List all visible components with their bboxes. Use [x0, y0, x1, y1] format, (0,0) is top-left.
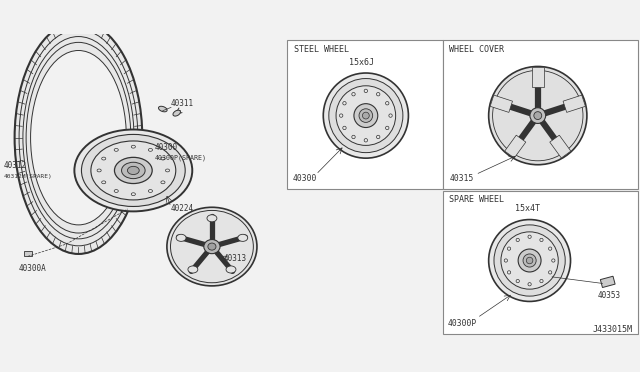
Circle shape: [376, 93, 380, 96]
Ellipse shape: [91, 141, 176, 200]
Circle shape: [516, 279, 520, 283]
Circle shape: [489, 67, 587, 165]
Circle shape: [385, 126, 389, 129]
Ellipse shape: [238, 234, 248, 241]
Ellipse shape: [114, 148, 118, 151]
Ellipse shape: [161, 181, 165, 184]
Bar: [600, 276, 615, 288]
Circle shape: [508, 271, 511, 274]
Text: 40312: 40312: [4, 161, 27, 170]
Text: 40300P: 40300P: [448, 319, 477, 328]
Circle shape: [389, 114, 392, 117]
Text: 15x4T: 15x4T: [515, 204, 540, 214]
Circle shape: [494, 225, 565, 296]
Polygon shape: [563, 95, 586, 112]
Ellipse shape: [15, 22, 142, 254]
Circle shape: [548, 271, 552, 274]
Text: 40311: 40311: [171, 99, 194, 108]
Circle shape: [489, 219, 570, 301]
Ellipse shape: [127, 166, 140, 174]
Ellipse shape: [188, 266, 198, 273]
Circle shape: [352, 135, 355, 139]
Text: 40353: 40353: [598, 291, 621, 300]
Text: 40315: 40315: [449, 174, 474, 183]
Ellipse shape: [131, 193, 136, 196]
Text: SPARE WHEEL: SPARE WHEEL: [449, 195, 504, 204]
Circle shape: [516, 238, 520, 241]
Text: 40300P(SPARE): 40300P(SPARE): [155, 155, 207, 161]
Ellipse shape: [176, 234, 186, 241]
Ellipse shape: [74, 129, 192, 211]
Circle shape: [552, 259, 555, 262]
Circle shape: [530, 108, 546, 124]
Circle shape: [352, 93, 355, 96]
Circle shape: [540, 238, 543, 241]
Text: 40300: 40300: [155, 143, 178, 152]
Circle shape: [523, 254, 536, 267]
Circle shape: [343, 126, 346, 129]
Polygon shape: [505, 135, 526, 158]
Ellipse shape: [148, 148, 152, 151]
Ellipse shape: [167, 207, 257, 286]
Text: 15x6J: 15x6J: [349, 58, 374, 67]
Text: 40224: 40224: [171, 204, 194, 214]
Ellipse shape: [173, 110, 180, 116]
Ellipse shape: [122, 162, 145, 179]
Circle shape: [385, 102, 389, 105]
Bar: [287, 40, 443, 189]
Circle shape: [518, 249, 541, 272]
Ellipse shape: [97, 169, 101, 172]
Polygon shape: [532, 67, 543, 87]
Ellipse shape: [148, 190, 152, 192]
Ellipse shape: [208, 243, 216, 250]
Circle shape: [364, 139, 367, 142]
Circle shape: [323, 73, 408, 158]
Text: 40312M(SPARE): 40312M(SPARE): [4, 174, 52, 179]
Circle shape: [362, 112, 369, 119]
Circle shape: [534, 112, 541, 119]
Ellipse shape: [115, 157, 152, 183]
Text: WHEEL COVER: WHEEL COVER: [449, 45, 504, 54]
Text: STEEL WHEEL: STEEL WHEEL: [294, 45, 349, 54]
Circle shape: [359, 109, 372, 122]
Circle shape: [376, 135, 380, 139]
Polygon shape: [490, 95, 513, 112]
Ellipse shape: [31, 51, 126, 225]
Ellipse shape: [159, 106, 167, 112]
Text: J433015M: J433015M: [593, 325, 633, 334]
Circle shape: [528, 235, 531, 238]
Polygon shape: [550, 135, 571, 158]
Circle shape: [540, 279, 543, 283]
Ellipse shape: [102, 181, 106, 184]
Circle shape: [354, 104, 378, 128]
Circle shape: [504, 259, 508, 262]
Text: 40313: 40313: [223, 253, 246, 263]
Bar: [24, 251, 32, 256]
Text: 40300: 40300: [292, 174, 317, 183]
Ellipse shape: [166, 169, 170, 172]
Ellipse shape: [161, 157, 165, 160]
Ellipse shape: [226, 266, 236, 273]
Bar: [443, 40, 637, 189]
Ellipse shape: [131, 145, 136, 148]
Circle shape: [526, 257, 533, 264]
Circle shape: [329, 78, 403, 153]
Ellipse shape: [207, 215, 217, 222]
Circle shape: [548, 247, 552, 250]
Circle shape: [336, 86, 396, 145]
Circle shape: [501, 232, 558, 289]
Circle shape: [508, 247, 511, 250]
Circle shape: [364, 89, 367, 93]
Ellipse shape: [204, 240, 220, 254]
Circle shape: [343, 102, 346, 105]
Ellipse shape: [81, 134, 185, 206]
Circle shape: [528, 283, 531, 286]
Text: 40300A: 40300A: [19, 264, 47, 273]
Circle shape: [339, 114, 343, 117]
Ellipse shape: [102, 157, 106, 160]
Bar: [443, 191, 637, 334]
Ellipse shape: [114, 190, 118, 192]
